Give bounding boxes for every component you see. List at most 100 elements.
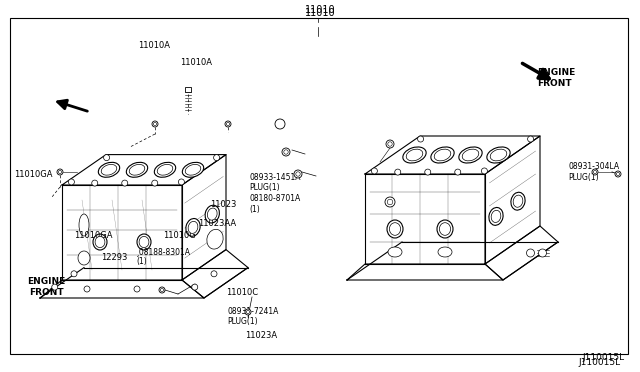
Circle shape <box>527 249 534 257</box>
Circle shape <box>371 168 378 174</box>
Ellipse shape <box>490 149 507 161</box>
Ellipse shape <box>434 149 451 161</box>
Text: 11010A: 11010A <box>138 41 170 50</box>
Circle shape <box>104 155 109 161</box>
Ellipse shape <box>491 210 501 222</box>
Circle shape <box>192 284 198 290</box>
Ellipse shape <box>129 164 145 175</box>
Text: 11010G: 11010G <box>163 231 196 240</box>
Circle shape <box>211 271 217 277</box>
Text: 11023: 11023 <box>210 200 236 209</box>
Ellipse shape <box>406 149 423 161</box>
Circle shape <box>395 169 401 175</box>
Circle shape <box>225 121 231 127</box>
Ellipse shape <box>139 236 149 248</box>
Circle shape <box>593 170 596 174</box>
Circle shape <box>214 155 220 161</box>
Circle shape <box>275 119 285 129</box>
Circle shape <box>284 150 288 154</box>
Circle shape <box>296 172 300 176</box>
Circle shape <box>425 169 431 175</box>
Text: 11023AA: 11023AA <box>198 219 237 228</box>
Circle shape <box>592 169 598 175</box>
Circle shape <box>122 180 128 186</box>
Ellipse shape <box>101 164 116 175</box>
Circle shape <box>154 122 157 126</box>
Ellipse shape <box>93 234 107 250</box>
Ellipse shape <box>388 247 402 257</box>
Circle shape <box>71 271 77 277</box>
Text: 08933-1451A
PLUG(1): 08933-1451A PLUG(1) <box>250 173 301 192</box>
Ellipse shape <box>513 195 523 207</box>
Circle shape <box>481 168 488 174</box>
Ellipse shape <box>207 208 217 220</box>
Ellipse shape <box>387 220 403 238</box>
Circle shape <box>84 286 90 292</box>
Text: 11010GA: 11010GA <box>74 231 112 240</box>
Ellipse shape <box>511 192 525 210</box>
Text: 11023A: 11023A <box>245 331 277 340</box>
Ellipse shape <box>431 147 454 163</box>
Circle shape <box>57 169 63 175</box>
Ellipse shape <box>182 162 204 177</box>
Text: J110015L: J110015L <box>583 353 625 362</box>
Circle shape <box>386 140 394 148</box>
Text: ENGINE
FRONT: ENGINE FRONT <box>27 278 65 297</box>
Ellipse shape <box>78 251 90 265</box>
Circle shape <box>68 179 74 185</box>
Ellipse shape <box>154 162 176 177</box>
Circle shape <box>282 148 290 156</box>
Ellipse shape <box>79 214 89 236</box>
Text: J110015L: J110015L <box>579 358 621 367</box>
Ellipse shape <box>487 147 510 163</box>
Ellipse shape <box>185 164 201 175</box>
Circle shape <box>387 199 393 205</box>
Ellipse shape <box>95 236 105 248</box>
Circle shape <box>615 171 621 177</box>
Circle shape <box>294 170 302 178</box>
Bar <box>185 87 191 92</box>
Circle shape <box>418 136 424 142</box>
Text: 11010C: 11010C <box>226 288 258 296</box>
Ellipse shape <box>489 208 503 225</box>
Circle shape <box>52 284 58 290</box>
Ellipse shape <box>438 247 452 257</box>
Circle shape <box>134 286 140 292</box>
Circle shape <box>227 122 230 126</box>
Circle shape <box>58 170 61 174</box>
Circle shape <box>388 142 392 146</box>
Text: 11010: 11010 <box>305 5 335 15</box>
Ellipse shape <box>126 162 148 177</box>
Ellipse shape <box>437 220 453 238</box>
Circle shape <box>455 169 461 175</box>
Ellipse shape <box>188 221 198 234</box>
Ellipse shape <box>137 234 151 250</box>
Text: 08931-304LA
PLUG(1): 08931-304LA PLUG(1) <box>568 162 620 182</box>
Circle shape <box>152 121 158 127</box>
Text: 11010GA: 11010GA <box>14 170 52 179</box>
Circle shape <box>246 310 250 314</box>
Text: 08180-8701A
(1): 08180-8701A (1) <box>250 194 301 214</box>
Circle shape <box>538 249 547 257</box>
Text: ENGINE
FRONT: ENGINE FRONT <box>538 68 576 88</box>
Circle shape <box>385 197 395 207</box>
Circle shape <box>159 287 165 293</box>
Ellipse shape <box>99 162 120 177</box>
Ellipse shape <box>205 205 220 223</box>
Ellipse shape <box>389 223 401 235</box>
Ellipse shape <box>403 147 426 163</box>
Circle shape <box>616 172 620 176</box>
Circle shape <box>179 179 184 185</box>
Text: 08931-7241A
PLUG(1): 08931-7241A PLUG(1) <box>227 307 278 326</box>
Text: 12293: 12293 <box>101 253 127 262</box>
Circle shape <box>245 309 251 315</box>
Circle shape <box>92 180 98 186</box>
Ellipse shape <box>186 218 200 236</box>
Text: ¸08188-8301A
(1): ¸08188-8301A (1) <box>136 247 191 266</box>
Circle shape <box>527 136 534 142</box>
Circle shape <box>161 288 164 292</box>
Text: 11010A: 11010A <box>180 58 212 67</box>
Circle shape <box>152 180 157 186</box>
Text: B: B <box>278 122 282 126</box>
Ellipse shape <box>207 229 223 249</box>
